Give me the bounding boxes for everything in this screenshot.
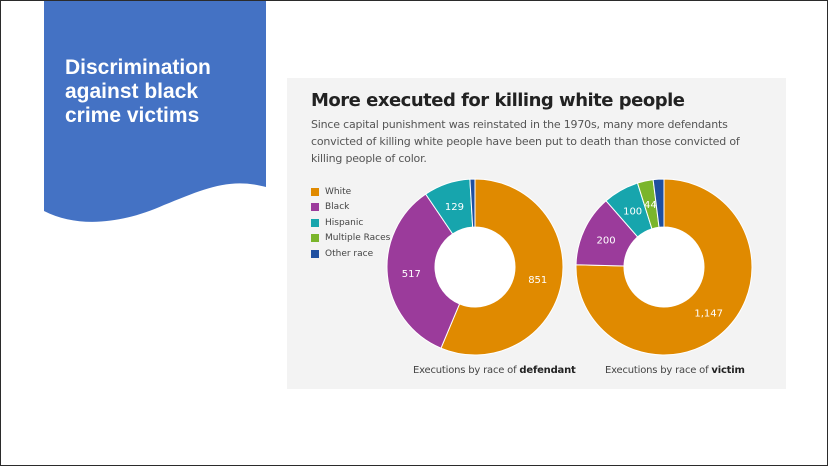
legend-label-black: Black <box>325 202 350 213</box>
caption-victim: Executions by race of victim <box>605 365 745 376</box>
legend-swatch-white <box>311 187 319 196</box>
donut-chart-defendant: 851 517 129 <box>386 178 564 356</box>
defendant-label-black: 517 <box>402 269 421 280</box>
victim-label-hispanic: 100 <box>623 207 642 218</box>
legend-swatch-other-race <box>311 249 319 258</box>
legend-item-black: Black <box>311 200 390 216</box>
banner-shape <box>44 1 266 222</box>
chart-subtitle: Since capital punishment was reinstated … <box>311 118 740 165</box>
victim-center-hole <box>624 227 704 307</box>
defendant-label-white: 851 <box>528 275 547 286</box>
victim-label-white: 1,147 <box>694 308 723 319</box>
legend-swatch-multiple-races <box>311 234 319 243</box>
legend-item-hispanic: Hispanic <box>311 215 390 231</box>
slide-title: Discrimination against black crime victi… <box>65 56 211 127</box>
legend-label-multiple-races: Multiple Races <box>325 233 391 244</box>
victim-label-black: 200 <box>597 235 616 246</box>
caption-defendant: Executions by race of defendant <box>413 365 576 376</box>
legend-item-multiple-races: Multiple Races <box>311 231 390 247</box>
caption-defendant-emphasis: defendant <box>519 365 576 376</box>
caption-victim-emphasis: victim <box>711 365 745 376</box>
chart-legend: White Black Hispanic Multiple Races Othe… <box>311 184 390 262</box>
legend-swatch-hispanic <box>311 218 319 227</box>
defendant-label-hispanic: 129 <box>445 202 464 213</box>
legend-swatch-black <box>311 203 319 212</box>
chart-title: More executed for killing white people <box>311 90 685 111</box>
title-banner <box>44 1 266 227</box>
legend-label-other-race: Other race <box>325 248 374 259</box>
chart-panel: More executed for killing white people S… <box>287 78 786 389</box>
legend-item-white: White <box>311 184 390 200</box>
victim-label-multiple-races: 44 <box>644 200 657 211</box>
legend-label-hispanic: Hispanic <box>325 217 364 228</box>
caption-victim-prefix: Executions by race of <box>605 365 712 376</box>
defendant-center-hole <box>435 227 515 307</box>
legend-item-other-race: Other race <box>311 246 390 262</box>
legend-label-white: White <box>325 186 352 197</box>
caption-defendant-prefix: Executions by race of <box>413 365 520 376</box>
